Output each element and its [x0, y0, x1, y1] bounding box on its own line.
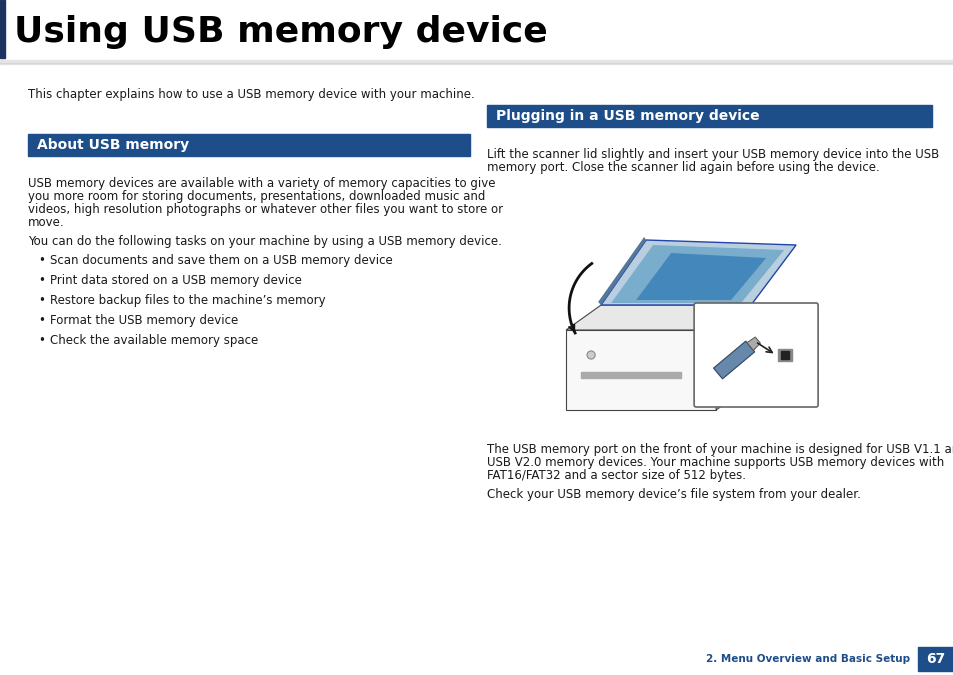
Bar: [486, 205, 931, 435]
Bar: [781, 351, 788, 359]
Bar: [917, 647, 953, 671]
Text: memory port. Close the scanner lid again before using the device.: memory port. Close the scanner lid again…: [486, 161, 879, 174]
Circle shape: [586, 351, 595, 359]
Polygon shape: [598, 237, 645, 305]
Text: •: •: [38, 274, 45, 287]
Text: •: •: [38, 314, 45, 327]
Text: About USB memory: About USB memory: [37, 138, 189, 152]
Text: move.: move.: [28, 216, 65, 229]
Bar: [580, 372, 680, 378]
Bar: [486, 105, 931, 127]
Polygon shape: [565, 305, 750, 330]
Text: Plugging in a USB memory device: Plugging in a USB memory device: [496, 109, 759, 123]
Text: Scan documents and save them on a USB memory device: Scan documents and save them on a USB me…: [50, 254, 393, 267]
Bar: [0, 63, 953, 64]
Text: •: •: [38, 254, 45, 267]
Text: •: •: [38, 294, 45, 307]
Text: FAT16/FAT32 and a sector size of 512 bytes.: FAT16/FAT32 and a sector size of 512 byt…: [486, 469, 745, 482]
Text: You can do the following tasks on your machine by using a USB memory device.: You can do the following tasks on your m…: [28, 235, 501, 248]
Polygon shape: [611, 245, 783, 303]
Text: 2. Menu Overview and Basic Setup: 2. Menu Overview and Basic Setup: [705, 654, 909, 664]
Text: The USB memory port on the front of your machine is designed for USB V1.1 and: The USB memory port on the front of your…: [486, 443, 953, 456]
Text: Lift the scanner lid slightly and insert your USB memory device into the USB: Lift the scanner lid slightly and insert…: [486, 148, 939, 161]
Polygon shape: [636, 253, 765, 300]
Text: Check your USB memory device’s file system from your dealer.: Check your USB memory device’s file syst…: [486, 488, 860, 501]
Text: videos, high resolution photographs or whatever other files you want to store or: videos, high resolution photographs or w…: [28, 203, 502, 216]
Text: Restore backup files to the machine’s memory: Restore backup files to the machine’s me…: [50, 294, 325, 307]
Polygon shape: [565, 330, 716, 410]
Bar: [0, 60, 953, 63]
Text: •: •: [38, 334, 45, 347]
Bar: [0, 0, 5, 58]
Text: Format the USB memory device: Format the USB memory device: [50, 314, 238, 327]
Polygon shape: [716, 305, 750, 410]
FancyBboxPatch shape: [694, 303, 818, 407]
Polygon shape: [600, 240, 795, 305]
Text: This chapter explains how to use a USB memory device with your machine.: This chapter explains how to use a USB m…: [28, 88, 475, 101]
Bar: [28, 134, 470, 156]
Text: USB memory devices are available with a variety of memory capacities to give: USB memory devices are available with a …: [28, 177, 495, 190]
Polygon shape: [746, 337, 760, 350]
Text: Check the available memory space: Check the available memory space: [50, 334, 258, 347]
Polygon shape: [713, 341, 754, 379]
Text: USB V2.0 memory devices. Your machine supports USB memory devices with: USB V2.0 memory devices. Your machine su…: [486, 456, 943, 469]
Text: Using USB memory device: Using USB memory device: [14, 15, 547, 49]
Text: Print data stored on a USB memory device: Print data stored on a USB memory device: [50, 274, 301, 287]
Bar: [778, 349, 791, 361]
Text: 67: 67: [925, 652, 944, 666]
Text: you more room for storing documents, presentations, downloaded music and: you more room for storing documents, pre…: [28, 190, 485, 203]
